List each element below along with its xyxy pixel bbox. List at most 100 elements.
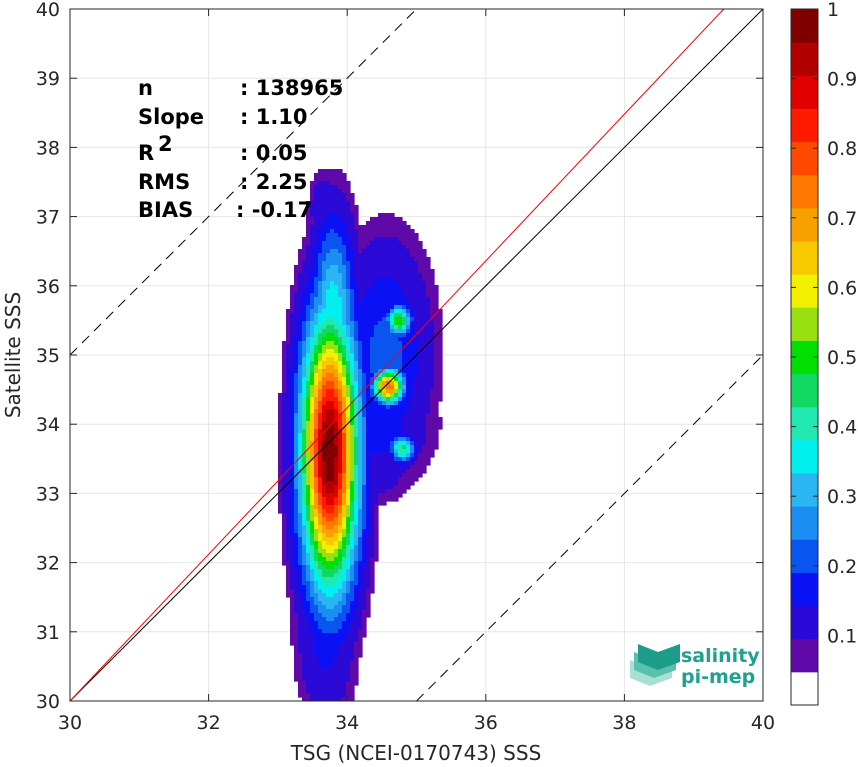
density-cell bbox=[354, 553, 359, 558]
density-cell bbox=[278, 425, 283, 430]
density-cell bbox=[298, 497, 303, 502]
density-cell bbox=[358, 629, 367, 634]
density-cell bbox=[298, 633, 315, 638]
density-cell bbox=[362, 297, 407, 302]
density-cell bbox=[398, 385, 403, 390]
density-cell bbox=[426, 281, 435, 286]
density-cell bbox=[302, 581, 311, 586]
density-cell bbox=[434, 325, 443, 330]
stat-label: BIAS bbox=[138, 198, 193, 222]
density-cell bbox=[286, 369, 291, 374]
density-cell bbox=[310, 693, 347, 698]
density-cell bbox=[294, 265, 303, 270]
density-cell bbox=[378, 369, 383, 374]
density-cell bbox=[314, 509, 319, 514]
density-cell bbox=[290, 561, 295, 566]
density-cell bbox=[366, 409, 407, 414]
density-cell bbox=[426, 425, 443, 430]
density-cell bbox=[350, 505, 355, 510]
density-cell bbox=[318, 537, 323, 542]
density-cell bbox=[346, 505, 351, 510]
density-cell bbox=[342, 325, 347, 330]
density-cell bbox=[278, 485, 283, 490]
stat-value: : 138965 bbox=[240, 76, 343, 100]
density-cell bbox=[434, 357, 443, 362]
density-cell bbox=[306, 441, 311, 446]
density-cell bbox=[310, 557, 315, 562]
density-cell bbox=[310, 377, 315, 382]
density-cell bbox=[290, 493, 295, 498]
density-cell bbox=[366, 501, 371, 506]
density-cell bbox=[374, 333, 407, 338]
density-cell bbox=[294, 445, 299, 450]
density-cell bbox=[354, 353, 359, 358]
density-cell bbox=[330, 249, 339, 254]
density-cell bbox=[334, 573, 343, 578]
density-cell bbox=[354, 569, 359, 574]
density-cell bbox=[290, 437, 295, 442]
density-cell bbox=[338, 553, 343, 558]
density-cell bbox=[362, 357, 371, 362]
density-cell bbox=[306, 681, 347, 686]
density-cell bbox=[298, 689, 307, 694]
density-cell bbox=[282, 545, 287, 550]
density-cell bbox=[290, 461, 295, 466]
density-cell bbox=[370, 565, 375, 570]
density-cell bbox=[314, 313, 319, 318]
density-cell bbox=[302, 469, 307, 474]
density-cell bbox=[358, 229, 415, 234]
density-cell bbox=[310, 581, 315, 586]
density-cell bbox=[290, 637, 299, 642]
density-cell bbox=[318, 357, 323, 362]
density-cell bbox=[346, 293, 351, 298]
density-cell bbox=[362, 349, 371, 354]
density-cell bbox=[310, 545, 315, 550]
density-cell bbox=[354, 425, 359, 430]
density-cell bbox=[290, 501, 295, 506]
density-cell bbox=[282, 449, 291, 454]
density-cell bbox=[342, 565, 347, 570]
density-cell bbox=[314, 377, 319, 382]
density-cell bbox=[306, 357, 311, 362]
density-cell bbox=[350, 533, 355, 538]
density-cell bbox=[314, 645, 339, 650]
density-cell bbox=[294, 601, 303, 606]
density-cell bbox=[358, 557, 363, 562]
density-cell bbox=[350, 349, 355, 354]
density-cell bbox=[342, 281, 347, 286]
density-cell bbox=[342, 585, 347, 590]
density-cell bbox=[286, 377, 291, 382]
density-cell bbox=[290, 469, 295, 474]
density-cell bbox=[310, 553, 315, 558]
density-cell bbox=[370, 369, 379, 374]
density-cell bbox=[326, 389, 335, 394]
density-cell bbox=[326, 429, 335, 434]
density-cell bbox=[298, 573, 303, 578]
density-cell bbox=[282, 525, 287, 530]
density-cell bbox=[298, 525, 303, 530]
colorbar-segment bbox=[791, 473, 818, 507]
density-cell bbox=[306, 437, 311, 442]
density-cell bbox=[314, 489, 319, 494]
density-cell bbox=[402, 241, 423, 246]
density-cell bbox=[318, 441, 323, 446]
density-cell bbox=[314, 525, 319, 530]
colorbar-segment bbox=[791, 42, 818, 76]
density-cell bbox=[310, 549, 315, 554]
density-cell bbox=[322, 561, 339, 566]
density-cell bbox=[290, 449, 295, 454]
density-cell bbox=[290, 397, 295, 402]
density-cell bbox=[278, 413, 283, 418]
density-cell bbox=[434, 345, 443, 350]
density-cell bbox=[338, 185, 351, 190]
density-cell bbox=[338, 457, 343, 462]
density-cell bbox=[294, 597, 303, 602]
density-cell bbox=[310, 417, 315, 422]
density-cell bbox=[306, 557, 311, 562]
density-cell bbox=[346, 193, 355, 198]
density-cell bbox=[318, 369, 323, 374]
density-cell bbox=[278, 465, 283, 470]
density-cell bbox=[302, 493, 307, 498]
density-cell bbox=[310, 441, 315, 446]
density-cell bbox=[310, 309, 319, 314]
